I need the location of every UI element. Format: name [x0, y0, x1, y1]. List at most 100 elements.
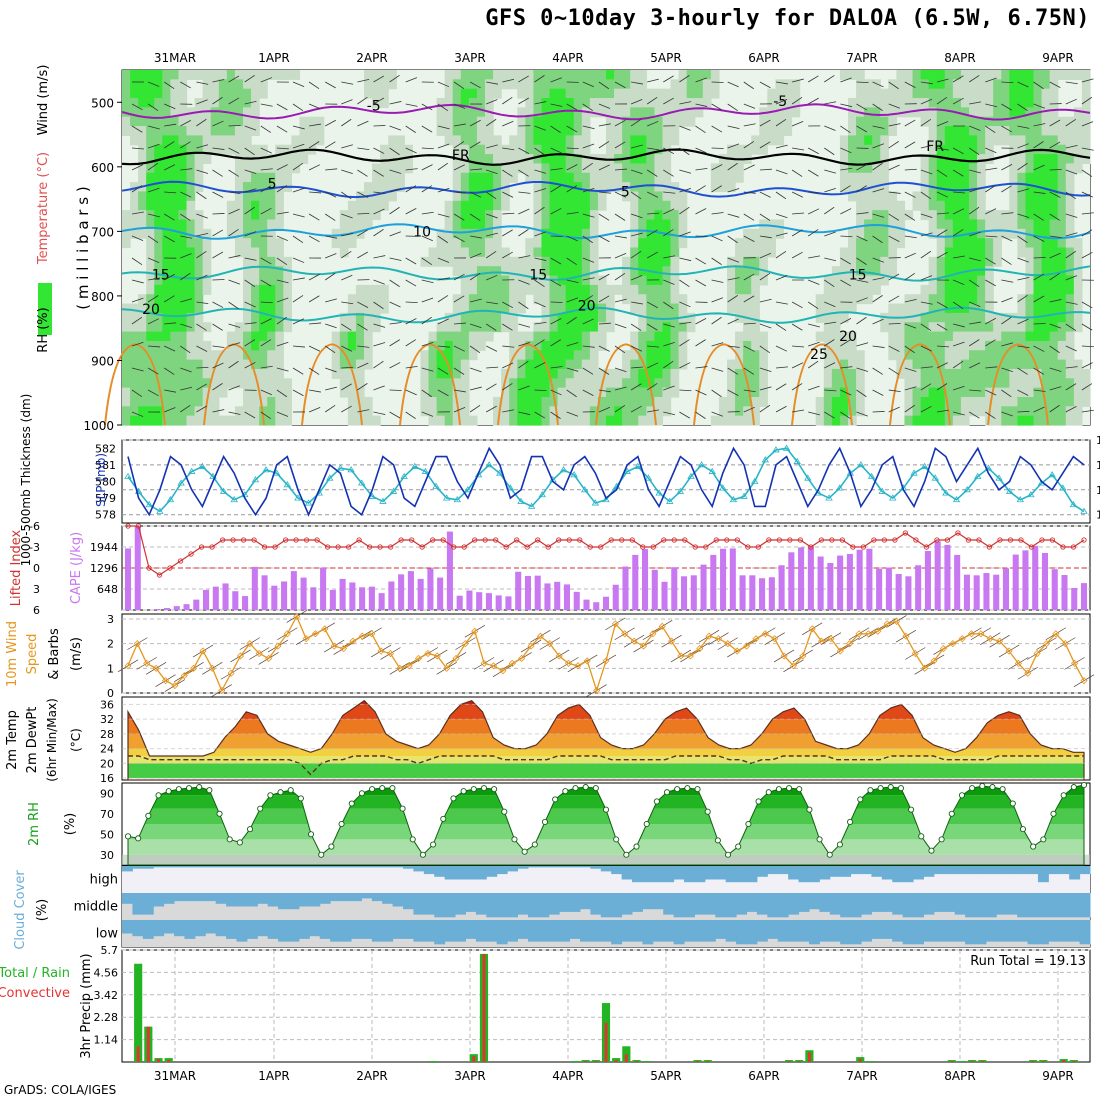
rh-cell [920, 378, 930, 389]
rh-cell [928, 144, 938, 155]
rh-cell [194, 172, 204, 183]
rh-cell [202, 154, 212, 165]
rh-cell [936, 322, 946, 333]
wind-barb [663, 208, 675, 215]
rh-bands [128, 785, 1084, 865]
cloud-cell-high [881, 866, 893, 880]
cloud-cell-low [611, 920, 623, 945]
rh-cell [694, 88, 704, 99]
rh-cell [1057, 154, 1067, 165]
rh-cell [388, 172, 397, 183]
rh-cell [122, 210, 131, 221]
rh-cell [420, 350, 430, 361]
rh-cell [670, 275, 680, 286]
wind-barb [759, 141, 771, 149]
cloud-cell-high [236, 866, 248, 868]
wind-barb [244, 411, 256, 419]
rh-cell [154, 406, 163, 417]
wind-barb [598, 141, 610, 149]
wind-barb [405, 257, 417, 265]
rh-cell [581, 359, 591, 370]
rh-cell [476, 312, 486, 323]
rh-cell [549, 266, 559, 277]
wind-barb [969, 101, 982, 105]
rh-cell [525, 396, 534, 407]
rh-cell [751, 350, 760, 361]
rh-cell [759, 359, 768, 370]
wind-barb [486, 169, 498, 175]
rh-cell [1041, 266, 1051, 277]
rh-cell [468, 107, 478, 118]
rh-cell [509, 79, 518, 90]
wind-barb [985, 235, 998, 238]
rh-cell [549, 238, 559, 249]
wind-barb [936, 147, 949, 151]
rh-cell [735, 331, 744, 342]
wind-barb [502, 362, 514, 369]
rh-cell [759, 228, 768, 239]
rh-cell [864, 154, 873, 165]
rh-cell [493, 312, 502, 323]
rh-cell [444, 331, 454, 342]
cloud-cell-low [954, 920, 966, 942]
rh-cell [186, 387, 196, 398]
rh-cell [533, 294, 543, 305]
rh-cell [977, 116, 986, 127]
rh-cell [630, 238, 639, 249]
rh-cell [146, 266, 155, 277]
cape-bar [134, 525, 141, 610]
cloud-cell-low [350, 920, 362, 939]
cloud-cell-middle [590, 893, 602, 915]
rh-cell [1009, 116, 1018, 127]
rh-cell [912, 368, 922, 379]
rh-cell [1057, 322, 1067, 333]
rh-cell [444, 359, 454, 370]
rh-cell [936, 275, 946, 286]
wind-speed-point [658, 622, 666, 630]
rh-cell [154, 256, 163, 267]
rh-cell [622, 387, 631, 398]
cloud-cell-low [403, 920, 414, 939]
wind-speed-point [508, 659, 516, 667]
rh-cell [597, 294, 607, 305]
wind-barb [1017, 410, 1030, 413]
rh-cell [364, 219, 373, 230]
rh-cell [1009, 107, 1018, 118]
wind-barb [212, 251, 224, 259]
cloud-cell-middle [923, 893, 935, 915]
cloud-cell-middle [600, 893, 612, 918]
rh-cell [727, 378, 736, 389]
rh-cell [646, 154, 655, 165]
wind-barb [824, 75, 835, 83]
rh-cell [315, 126, 325, 136]
rh-cell [1033, 312, 1043, 323]
rh-cell [646, 88, 655, 99]
rh-cell [589, 322, 599, 333]
rh-cell [210, 378, 220, 389]
cloud-cell-low [892, 920, 904, 942]
thickness-point [655, 489, 663, 496]
rh-cell [307, 135, 317, 146]
cape-bar [1012, 554, 1019, 610]
rh-cell [1001, 88, 1010, 99]
cloud-cell-low [559, 920, 571, 942]
wind-speed-point [340, 644, 348, 653]
wind-barb [341, 301, 354, 305]
precip-conv-bar [787, 1061, 791, 1062]
wind-barb [647, 362, 659, 369]
thickness-point [496, 469, 504, 476]
cloud-cell-high [423, 866, 435, 875]
rh-cell [654, 303, 664, 314]
rh-cell [952, 98, 962, 108]
wind-barb [325, 323, 337, 329]
rh-cell [202, 359, 212, 370]
rh-cell [977, 247, 986, 258]
rh-cell [146, 238, 155, 249]
rh-cell [735, 294, 744, 305]
rh-cell [517, 284, 526, 295]
rh-cell [1057, 275, 1067, 286]
wind-barb [904, 386, 917, 391]
rh-cell [138, 70, 147, 80]
wind-barb [324, 404, 336, 413]
wind-barb [421, 389, 432, 398]
